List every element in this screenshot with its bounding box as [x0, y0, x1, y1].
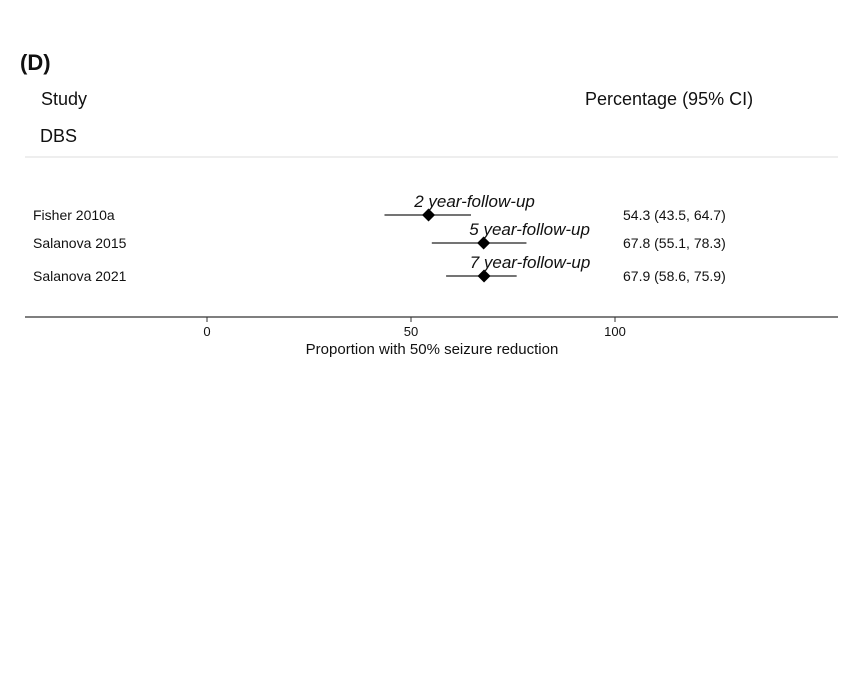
follow-up-annotation: 7 year-follow-up [470, 253, 591, 272]
point-estimate-marker [422, 208, 436, 222]
study-name: Salanova 2015 [33, 235, 127, 251]
point-estimate-marker [477, 269, 491, 283]
study-row: Salanova 2021 7 year-follow-up 67.9 (58.6,… [33, 253, 726, 284]
study-name: Fisher 2010a [33, 207, 115, 223]
follow-up-annotation: 5 year-follow-up [469, 220, 590, 239]
percentage-column-header: Percentage (95% CI) [585, 89, 754, 109]
study-column-header: Study [41, 89, 88, 109]
group-label: DBS [40, 126, 78, 146]
x-tick-label: 50 [404, 324, 418, 339]
x-axis-label: Proportion with 50% seizure reduction [306, 341, 559, 358]
x-tick-label: 0 [203, 324, 210, 339]
x-tick-label: 100 [604, 324, 626, 339]
ci-value: 67.9 (58.6, 75.9) [623, 268, 726, 284]
ci-value: 67.8 (55.1, 78.3) [623, 235, 726, 251]
study-row: Salanova 2015 5 year-follow-up 67.8 (55.1,… [33, 220, 726, 251]
ci-value: 54.3 (43.5, 64.7) [623, 207, 726, 223]
study-name: Salanova 2021 [33, 268, 127, 284]
study-rows: Fisher 2010a 2 year-follow-up 54.3 (43.5, … [33, 192, 726, 284]
point-estimate-marker [477, 236, 491, 250]
x-axis-ticks: 0 50 100 [203, 317, 626, 339]
study-row: Fisher 2010a 2 year-follow-up 54.3 (43.5, … [33, 192, 726, 223]
follow-up-annotation: 2 year-follow-up [413, 192, 535, 211]
panel-label: (D) [20, 50, 51, 75]
